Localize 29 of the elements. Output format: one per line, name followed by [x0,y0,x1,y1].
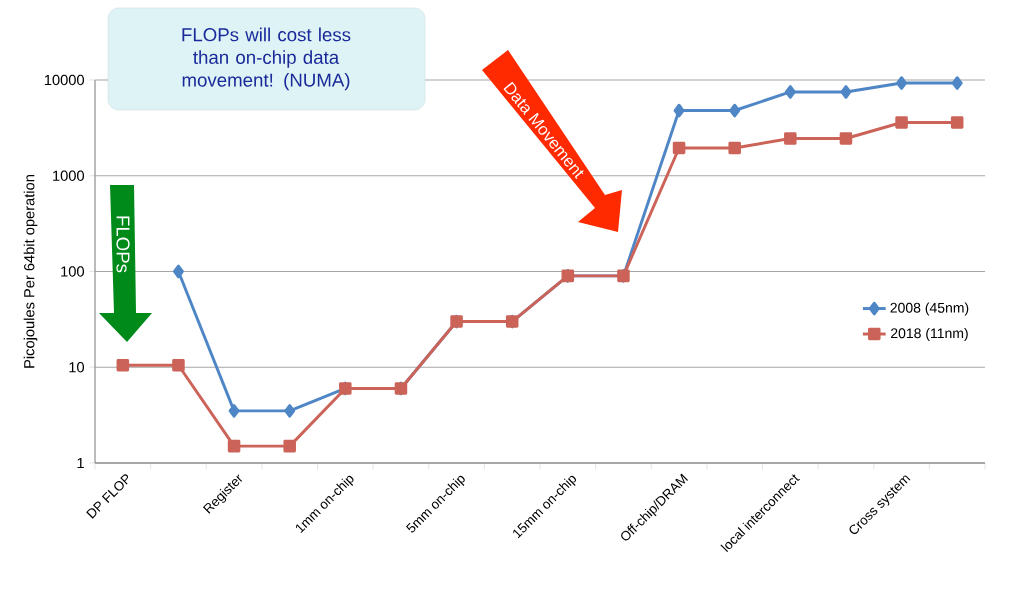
point [116,358,130,372]
point [839,132,853,145]
point [228,404,240,418]
point [227,439,241,453]
point [672,141,686,155]
y-tick-label: 10 [69,362,85,373]
point [729,103,741,118]
y-tick-label: 1 [77,457,84,469]
point [896,76,908,90]
point [283,439,296,453]
annotation: FLOPs will cost less than on-chip data movement! (NUMA) [182,27,351,91]
y-tick-label: 100 [61,266,85,277]
point [951,76,963,90]
y-tick-label: 10000 [44,74,85,86]
legend-label: 2018 (11nm) [891,327,968,341]
point [950,116,964,129]
legend-label: 2008 (45nm) [890,302,969,316]
point [895,116,908,129]
point [784,132,797,145]
point [840,85,852,99]
point [284,404,296,418]
point [673,103,685,118]
y-tick-label: 1000 [53,170,85,181]
point [172,264,184,279]
point [784,85,796,99]
point [728,141,741,155]
annotation: FLOPs [116,216,130,273]
point [172,358,185,372]
y-axis-title: Picojoules Per 64bit operation [23,175,38,368]
